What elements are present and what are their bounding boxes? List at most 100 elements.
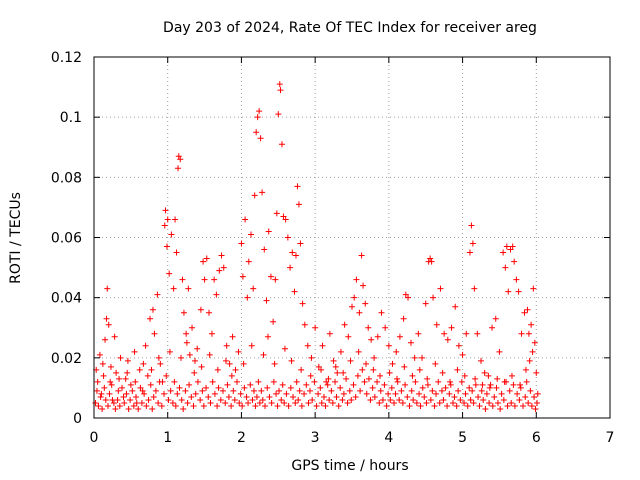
data-point: [167, 387, 174, 394]
data-point: [503, 243, 510, 250]
data-point: [337, 348, 344, 355]
data-point: [441, 330, 448, 337]
data-point: [394, 378, 401, 385]
data-point: [524, 306, 531, 313]
data-point: [427, 396, 434, 403]
data-point: [205, 393, 212, 400]
data-point: [107, 378, 114, 385]
data-point: [177, 354, 184, 361]
data-point: [304, 342, 311, 349]
data-point: [170, 285, 177, 292]
data-point: [152, 387, 159, 394]
data-point: [142, 342, 149, 349]
data-point: [430, 294, 437, 301]
data-point: [201, 276, 208, 283]
data-point: [444, 402, 451, 409]
data-point: [534, 399, 541, 406]
data-point: [522, 393, 529, 400]
data-point: [526, 357, 533, 364]
data-point: [365, 324, 372, 331]
data-point: [369, 384, 376, 391]
data-point: [274, 402, 281, 409]
data-point: [205, 309, 212, 316]
data-point: [461, 372, 468, 379]
data-point: [284, 234, 291, 241]
data-point: [207, 399, 214, 406]
data-point: [125, 405, 132, 412]
data-point: [389, 360, 396, 367]
data-point: [289, 249, 296, 256]
data-point: [402, 291, 409, 298]
data-point: [505, 288, 512, 295]
data-point: [478, 387, 485, 394]
data-point: [256, 399, 263, 406]
data-point: [261, 246, 268, 253]
data-point: [266, 393, 273, 400]
y-tick-label: 0.1: [60, 110, 82, 126]
data-point: [405, 294, 412, 301]
data-point: [249, 396, 256, 403]
data-point: [370, 366, 377, 373]
data-point: [329, 399, 336, 406]
data-point: [208, 330, 215, 337]
data-point: [387, 396, 394, 403]
data-point: [516, 396, 523, 403]
data-point: [113, 369, 120, 376]
data-point: [349, 303, 355, 310]
data-point: [515, 288, 522, 295]
data-point: [393, 375, 400, 382]
data-point: [419, 384, 426, 391]
x-tick-label: 2: [237, 430, 246, 446]
data-point: [257, 135, 264, 142]
data-point: [216, 267, 223, 274]
data-point: [385, 342, 392, 349]
data-point: [192, 390, 199, 397]
data-point: [298, 366, 305, 373]
data-point: [361, 378, 368, 385]
data-point: [245, 399, 252, 406]
data-point: [493, 384, 500, 391]
data-point: [110, 399, 117, 406]
data-point: [157, 360, 164, 367]
data-point: [348, 396, 355, 403]
data-point: [474, 330, 481, 337]
data-point: [189, 324, 196, 331]
data-point: [222, 357, 229, 364]
data-point: [243, 393, 250, 400]
data-point: [190, 402, 197, 409]
data-point: [340, 390, 347, 397]
data-point: [183, 330, 190, 337]
data-point: [176, 384, 183, 391]
data-point: [217, 396, 224, 403]
data-point: [292, 252, 299, 259]
data-point: [220, 387, 226, 394]
data-point: [140, 360, 147, 367]
data-point: [247, 381, 254, 388]
data-point: [344, 399, 351, 406]
data-point: [500, 396, 507, 403]
data-point: [278, 141, 285, 148]
data-point: [154, 291, 161, 298]
data-point: [97, 393, 104, 400]
data-point: [486, 399, 493, 406]
data-point: [320, 393, 327, 400]
data-point: [124, 369, 131, 376]
data-point: [259, 396, 266, 403]
data-point: [501, 378, 508, 385]
data-point: [514, 390, 521, 397]
data-point: [374, 378, 381, 385]
data-point: [198, 363, 205, 370]
data-point: [311, 378, 318, 385]
data-point: [116, 402, 123, 409]
data-point: [186, 351, 193, 358]
data-point: [252, 402, 259, 409]
data-point: [117, 354, 124, 361]
data-point: [315, 363, 322, 370]
data-point: [447, 378, 454, 385]
data-point: [332, 363, 339, 370]
data-point: [93, 387, 100, 394]
data-point: [511, 258, 518, 265]
data-point: [183, 339, 190, 346]
data-point: [262, 402, 269, 409]
data-point: [410, 396, 417, 403]
